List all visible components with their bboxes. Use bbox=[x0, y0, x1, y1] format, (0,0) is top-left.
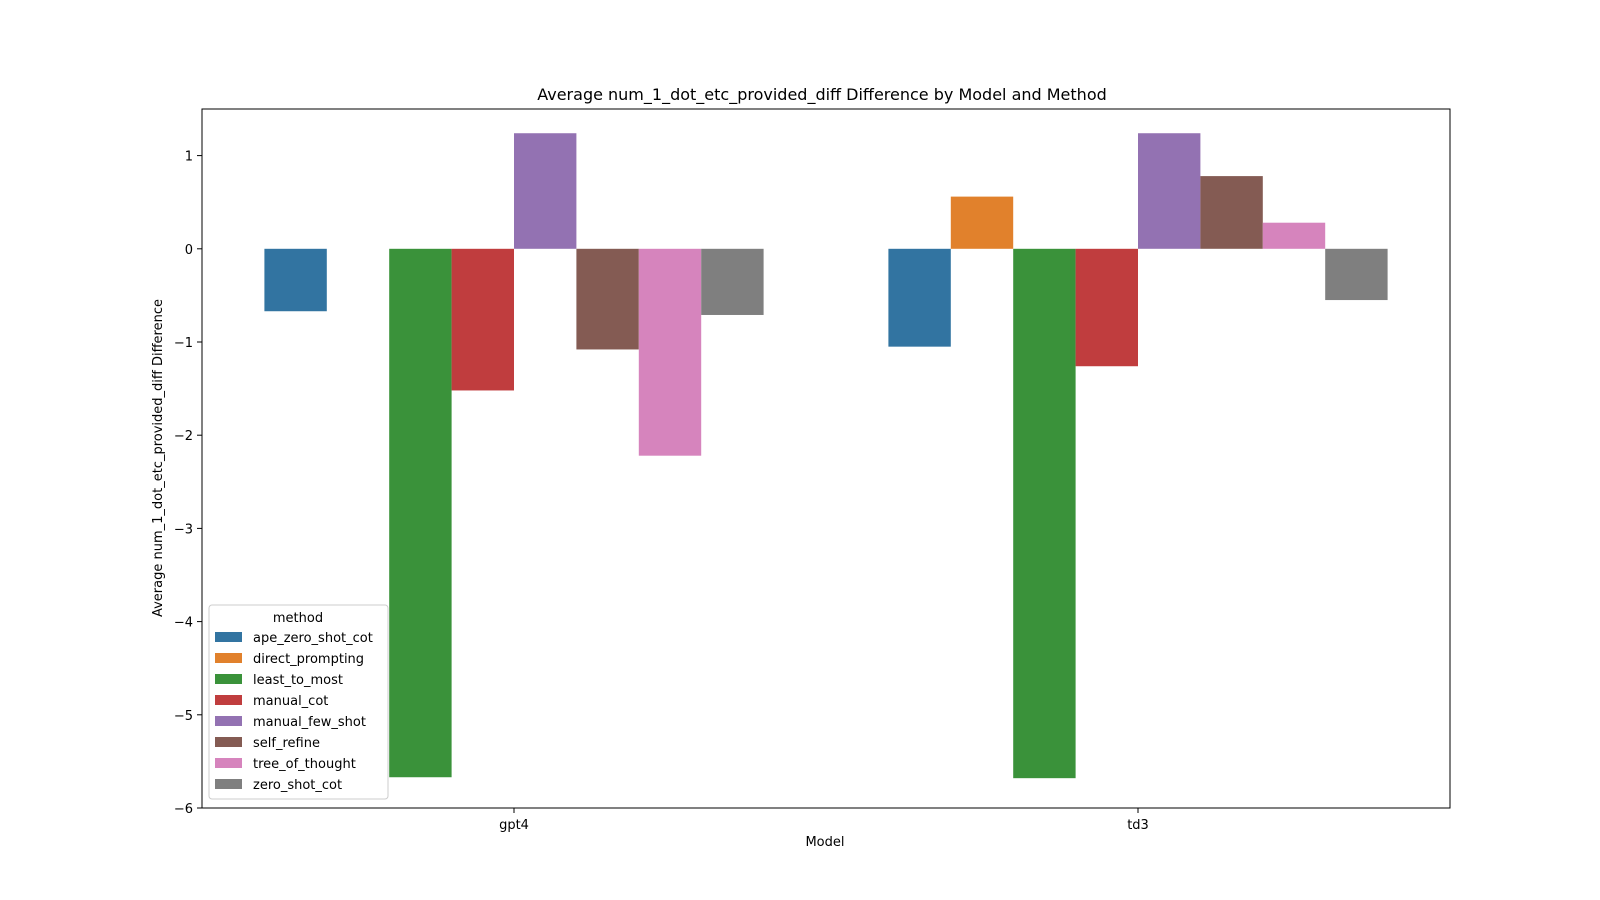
y-tick-label: −2 bbox=[174, 429, 193, 444]
bars-layer bbox=[264, 133, 1388, 779]
y-tick-label: −6 bbox=[174, 802, 193, 817]
legend-swatch-tree_of_thought bbox=[215, 758, 242, 768]
bar-td3-direct_prompting bbox=[950, 196, 1014, 249]
chart-title: Average num_1_dot_etc_provided_diff Diff… bbox=[537, 85, 1107, 105]
bar-td3-zero_shot_cot bbox=[1325, 248, 1388, 301]
x-axis: gpt4 td3 bbox=[499, 808, 1149, 833]
bar-gpt4-tree_of_thought bbox=[638, 248, 702, 456]
bar-gpt4-ape_zero_shot_cot bbox=[264, 248, 327, 312]
bar-td3-tree_of_thought bbox=[1262, 222, 1326, 249]
legend: method ape_zero_shot_cot direct_prompting… bbox=[208, 604, 389, 800]
bar-td3-manual_few_shot bbox=[1138, 133, 1201, 249]
y-tick-label: −4 bbox=[174, 616, 193, 631]
legend-label-manual_few_shot: manual_few_shot bbox=[253, 715, 366, 730]
bar-td3-least_to_most bbox=[1013, 248, 1076, 779]
bar-td3-self_refine bbox=[1200, 176, 1263, 249]
legend-swatch-manual_few_shot bbox=[215, 716, 242, 726]
plot-frame bbox=[201, 108, 1451, 809]
bar-gpt4-manual_few_shot bbox=[514, 133, 577, 249]
legend-label-ape_zero_shot_cot: ape_zero_shot_cot bbox=[253, 631, 373, 646]
legend-swatch-manual_cot bbox=[215, 695, 242, 705]
y-axis: 1 0 −1 −2 −3 −4 −5 −6 bbox=[174, 150, 202, 817]
legend-label-zero_shot_cot: zero_shot_cot bbox=[253, 778, 342, 793]
y-tick-label: −3 bbox=[174, 522, 193, 537]
legend-frame bbox=[208, 604, 389, 800]
bar-gpt4-least_to_most bbox=[389, 248, 452, 778]
legend-swatch-self_refine bbox=[215, 737, 242, 747]
bar-gpt4-manual_cot bbox=[451, 248, 514, 391]
x-tick-label-gpt4: gpt4 bbox=[499, 818, 529, 833]
legend-swatch-least_to_most bbox=[215, 674, 242, 684]
y-tick-label: 1 bbox=[185, 150, 193, 165]
bar-gpt4-self_refine bbox=[576, 248, 639, 350]
y-tick-label: −5 bbox=[174, 709, 193, 724]
legend-label-manual_cot: manual_cot bbox=[253, 694, 328, 709]
legend-items: ape_zero_shot_cot direct_prompting least_t… bbox=[215, 631, 373, 793]
y-tick-label: −1 bbox=[174, 336, 193, 351]
y-axis-label: Average num_1_dot_etc_provided_diff Diff… bbox=[151, 299, 166, 617]
bar-td3-manual_cot bbox=[1075, 248, 1138, 367]
bar-gpt4-zero_shot_cot bbox=[701, 248, 764, 315]
legend-label-self_refine: self_refine bbox=[253, 736, 320, 751]
x-tick-label-td3: td3 bbox=[1127, 818, 1149, 833]
legend-label-direct_prompting: direct_prompting bbox=[253, 652, 364, 667]
x-axis-label: Model bbox=[805, 835, 844, 850]
bar-td3-ape_zero_shot_cot bbox=[888, 248, 951, 347]
legend-swatch-ape_zero_shot_cot bbox=[215, 632, 242, 642]
y-tick-label: 0 bbox=[185, 243, 193, 258]
legend-label-tree_of_thought: tree_of_thought bbox=[253, 757, 356, 772]
legend-swatch-direct_prompting bbox=[215, 653, 242, 663]
legend-label-least_to_most: least_to_most bbox=[253, 673, 343, 688]
legend-swatch-zero_shot_cot bbox=[215, 779, 242, 789]
legend-title: method bbox=[273, 611, 323, 626]
